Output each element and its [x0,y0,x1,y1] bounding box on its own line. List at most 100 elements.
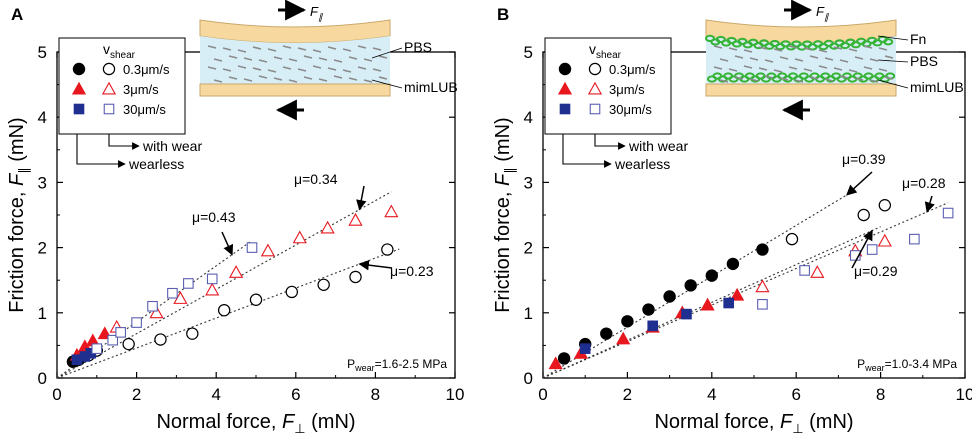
label-leader [371,47,403,59]
mimlub-strand [207,45,217,49]
schematic-label-mimlub: mimLUB [404,79,458,95]
data-point [183,278,194,289]
data-point [381,243,394,256]
mimlub-strand [282,66,292,70]
y-tick-label: 5 [38,43,47,62]
series-4 [579,297,734,354]
mimlub-strand [327,46,337,50]
mimlub-strand [243,57,253,61]
x-tick-label: 10 [446,385,465,404]
schematic-force-label: F∥ [816,4,830,22]
pressure-label: Pwear=1.6-2.5 MPa [347,357,447,373]
data-point [557,352,571,365]
legend-entry: 3μm/s [123,82,159,97]
mimlub-strand [719,79,729,83]
y-axis-label: Friction force, F∥ (mN) [492,117,517,312]
with-wear-bracket [108,134,140,150]
legend-marker-open [589,103,601,115]
data-point [205,282,220,296]
mimlub-strand [743,49,753,53]
data-point [229,265,244,278]
fit-label: μ=0.23 [390,263,434,279]
legend-marker-open [101,81,117,95]
with-wear-label: with wear [142,138,202,154]
x-tick-label: 8 [876,385,885,404]
fit-arrow [846,171,873,196]
mimlub-strand [312,49,322,53]
fit-arrow [851,229,873,269]
mimlub-strand [854,56,864,60]
data-point [700,297,715,311]
x-tick-label: 0 [52,385,61,404]
data-point [206,273,218,285]
mimlub-strand [884,76,894,80]
schematic-label-pbs: PBS [910,53,938,69]
schematic: F∥ Fn PBS mimLUB [705,0,964,121]
mimlub-strand [833,67,843,71]
mimlub-strand [243,78,253,82]
data-point [663,290,676,303]
data-point [785,232,799,246]
schematic-label-fn: Fn [910,31,926,47]
wearless-label: wearless [128,156,184,172]
mimlub-strand [297,68,307,72]
mimlub-strand [267,48,277,52]
fit-line [56,240,253,379]
mimlub-strand [734,55,744,59]
mimlub-strand [824,78,834,82]
data-point [131,317,142,328]
mimlub-strand [363,79,373,83]
x-tick-label: 2 [623,385,632,404]
mimlub-strand [749,78,759,82]
mimlub-strand [288,58,298,62]
mimlub-strand [839,59,849,63]
data-point [849,250,861,261]
mimlub-strand [297,47,307,51]
mimlub-strand [878,47,888,51]
y-tick-label: 5 [524,43,533,62]
data-point [147,300,158,312]
mimlub-strand [378,55,388,59]
data-point [317,278,330,291]
mimlub-strand [327,67,337,71]
data-point [384,204,399,218]
panel-b: B 0 2 4 6 8 10 0 1 2 3 4 5 Normal force, F⊥ (mN) Frict… [492,0,972,436]
schematic-label-pbs: PBS [404,39,432,55]
data-point [723,297,734,309]
mimlub-strand [728,47,738,51]
fit-arrow [221,231,234,256]
data-point [942,207,954,219]
mimlub-strand [252,46,262,50]
mimlub-strand [318,57,328,61]
mimlub-strand [282,45,292,49]
data-point [260,243,276,257]
legend-marker-filled [73,103,85,115]
fit-arrow [924,195,935,213]
wearless-label: wearless [614,156,670,172]
fn-strand [883,38,894,46]
data-point [757,299,768,310]
mimlub-strand [357,66,367,70]
mimlub-strand [713,66,723,70]
x-axis-label: Normal force, F⊥ (mN) [654,411,853,436]
data-point [91,343,103,354]
x-tick-label: 2 [132,385,141,404]
legend-entry: 30μm/s [609,102,652,117]
bottom-substrate [705,83,897,97]
mimlub-strand [884,55,894,59]
mimlub-strand [213,58,223,62]
x-tick-label: 4 [211,385,220,404]
fit-label: μ=0.43 [192,209,236,225]
bottom-substrate [199,83,391,97]
data-point [167,287,178,299]
y-tick-label: 2 [524,239,533,258]
legend-entry: 0.3μm/s [609,62,656,77]
mimlub-strand [303,76,313,80]
mimlub-strand [288,79,298,83]
data-point [756,243,769,256]
data-point [320,220,335,234]
schematic-force-label: F∥ [310,4,324,22]
data-point [726,257,740,271]
panel-letter: A [11,5,23,24]
